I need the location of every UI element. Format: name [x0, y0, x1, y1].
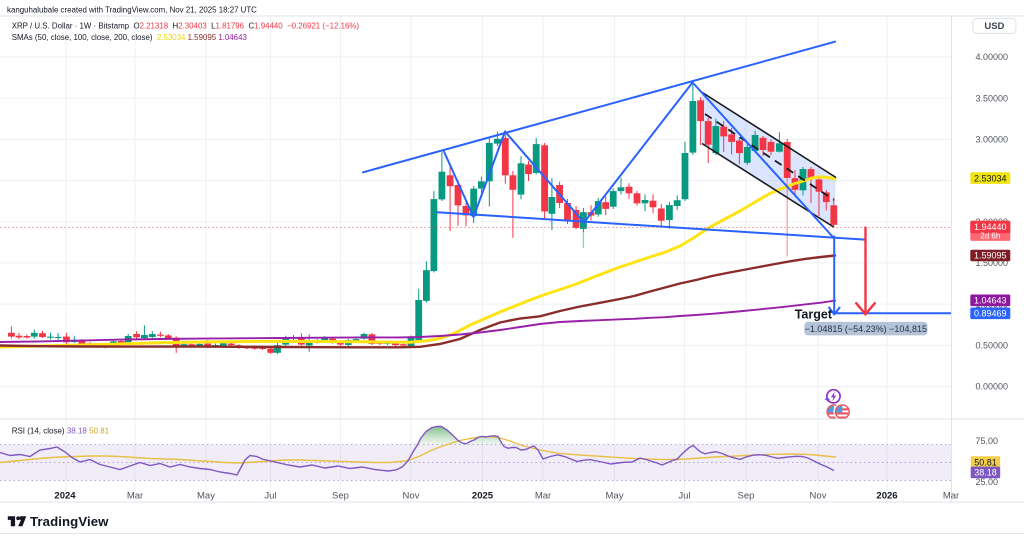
svg-text:−1.04815 (−54.23%) −104,815: −1.04815 (−54.23%) −104,815	[805, 324, 927, 334]
svg-text:4.00000: 4.00000	[976, 52, 1009, 62]
svg-text:Mar: Mar	[127, 490, 143, 501]
svg-text:2d 6h: 2d 6h	[980, 232, 1000, 241]
svg-text:XRP / U.S. Dollar · 1W · Bitst: XRP / U.S. Dollar · 1W · Bitstamp O2.213…	[12, 22, 360, 31]
svg-text:SMAs (50, close, 100, close, 2: SMAs (50, close, 100, close, 200, close)…	[12, 33, 248, 42]
svg-text:kanguhalubale created with Tra: kanguhalubale created with TradingView.c…	[7, 5, 257, 14]
svg-text:2025: 2025	[472, 490, 494, 501]
svg-text:Mar: Mar	[535, 490, 551, 501]
svg-text:2026: 2026	[876, 490, 897, 501]
svg-text:2.53034: 2.53034	[974, 173, 1007, 183]
svg-text:Target: Target	[795, 308, 833, 322]
svg-text:1.59095: 1.59095	[974, 251, 1007, 261]
svg-text:0.50000: 0.50000	[976, 341, 1009, 351]
svg-text:Jul: Jul	[678, 490, 690, 501]
svg-text:75.00: 75.00	[976, 436, 999, 446]
svg-text:2024: 2024	[54, 490, 76, 501]
svg-text:TradingView: TradingView	[30, 514, 109, 529]
svg-text:38.18: 38.18	[974, 468, 997, 478]
svg-text:25.00: 25.00	[976, 477, 999, 487]
svg-text:Jul: Jul	[264, 490, 276, 501]
svg-text:3.00000: 3.00000	[976, 135, 1009, 145]
svg-text:1.94440: 1.94440	[974, 222, 1007, 232]
svg-text:Mar: Mar	[943, 490, 959, 501]
svg-text:Sep: Sep	[738, 490, 755, 501]
svg-text:Nov: Nov	[403, 490, 420, 501]
svg-text:0.00000: 0.00000	[976, 382, 1009, 392]
svg-text:Nov: Nov	[810, 490, 827, 501]
svg-text:0.89469: 0.89469	[974, 309, 1007, 319]
svg-text:Sep: Sep	[332, 490, 349, 501]
svg-text:RSI (14, close) 38.18 50.81: RSI (14, close) 38.18 50.81	[12, 427, 110, 436]
svg-text:May: May	[197, 490, 215, 501]
svg-text:USD: USD	[984, 21, 1004, 32]
svg-text:1.04643: 1.04643	[974, 296, 1007, 306]
svg-text:3.50000: 3.50000	[976, 93, 1009, 103]
svg-text:May: May	[606, 490, 624, 501]
svg-text:1.50000: 1.50000	[976, 258, 1009, 268]
svg-text:50.81: 50.81	[974, 457, 997, 467]
